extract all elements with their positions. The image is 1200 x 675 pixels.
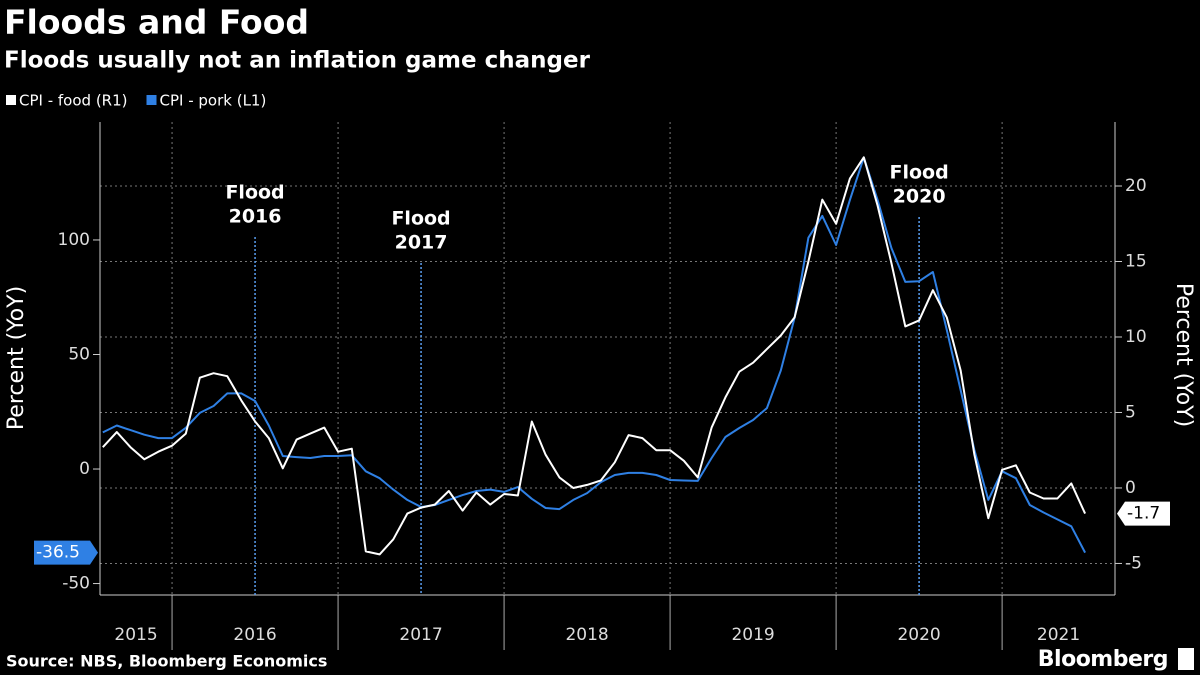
y2-tick-label: 0: [1125, 478, 1136, 498]
series-line: [102, 156, 1086, 554]
y2-tick-label: 20: [1125, 176, 1147, 196]
x-tick-label: 2020: [897, 625, 940, 645]
annotation: Flood: [225, 182, 284, 204]
y2-tick-label: 5: [1125, 402, 1136, 422]
y2-axis-label: Percent (YoY): [1171, 283, 1196, 427]
annotation: Flood: [391, 208, 450, 230]
y2-tick-label: 15: [1125, 251, 1147, 271]
brand: Bloomberg: [1038, 647, 1168, 672]
last-value-label: -1.7: [1127, 504, 1160, 524]
x-tick-label: 2021: [1037, 625, 1080, 645]
legend-label: CPI - pork (L1): [160, 92, 267, 110]
legend-swatch: [6, 95, 16, 105]
x-tick-label: 2015: [114, 625, 157, 645]
y-axis-label: Percent (YoY): [4, 286, 29, 430]
source: Source: NBS, Bloomberg Economics: [6, 652, 327, 671]
annotation: 2017: [395, 232, 448, 254]
last-value-label: -36.5: [36, 543, 80, 563]
x-tick-label: 2017: [399, 625, 442, 645]
annotation: Flood: [890, 162, 949, 184]
y-tick-label: 0: [79, 459, 90, 479]
legend-swatch: [146, 95, 157, 105]
annotation: 2016: [229, 206, 282, 228]
last-value-box: [34, 540, 98, 565]
x-tick-label: 2019: [731, 625, 774, 645]
annotation: 2020: [893, 186, 946, 208]
brand-icon: [1178, 648, 1194, 670]
chart-title: Floods and Food: [4, 3, 309, 42]
series-line: [102, 156, 1087, 556]
y2-tick-label: 10: [1125, 327, 1147, 347]
x-tick-label: 2018: [565, 625, 608, 645]
y2-tick-label: -5: [1125, 553, 1142, 573]
x-tick-label: 2016: [233, 625, 276, 645]
y-tick-label: 100: [58, 230, 90, 250]
chart-subtitle: Floods usually not an inflation game cha…: [4, 48, 591, 74]
last-value-box: [1117, 501, 1170, 526]
y-tick-label: 50: [68, 344, 90, 364]
y-tick-label: -50: [62, 574, 90, 594]
legend-label: CPI - food (R1): [19, 92, 128, 110]
